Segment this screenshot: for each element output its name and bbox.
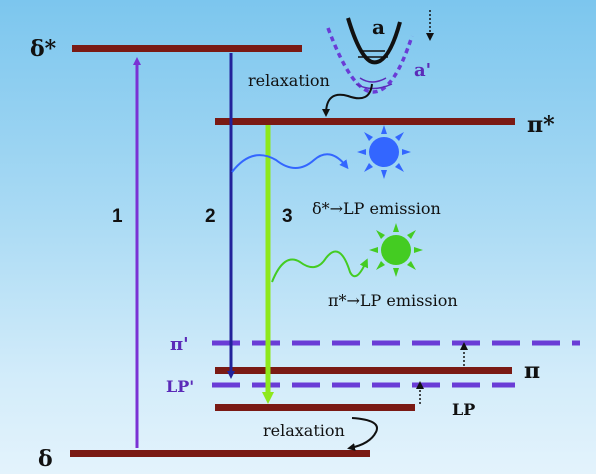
label-pi-prime: π' [170, 334, 189, 355]
label-potential-a-prime: a' [414, 60, 431, 81]
relaxation-top-arrow [322, 83, 373, 117]
label-delta-star: δ* [30, 36, 57, 62]
label-transition-1: 1 [112, 206, 123, 227]
label-pi-star: π* [527, 112, 555, 138]
level-delta-star-bar [72, 45, 302, 52]
blue-sun-icon [357, 125, 411, 179]
emission-pi-wave [271, 250, 369, 283]
label-relaxation-bottom: relaxation [263, 421, 345, 440]
label-delta: δ [38, 446, 53, 472]
label-emission-delta: δ*→LP emission [312, 199, 441, 218]
green-sun-icon [369, 223, 423, 277]
level-pi-star-bar [215, 118, 515, 125]
label-pi: π [524, 358, 540, 384]
label-emission-pi: π*→LP emission [328, 291, 458, 310]
label-relaxation-top: relaxation [248, 71, 330, 90]
label-transition-2: 2 [205, 206, 216, 227]
label-transition-3: 3 [282, 206, 293, 227]
level-pi-bar [215, 367, 512, 374]
relaxation-bottom-arrow [347, 417, 378, 451]
emission-delta-wave [231, 153, 349, 173]
label-potential-a: a [372, 15, 385, 39]
level-lp-bar [215, 404, 415, 411]
label-lp: LP [452, 400, 475, 419]
potential-well-icon [326, 10, 434, 94]
level-delta-bar [70, 450, 370, 457]
label-lp-prime: LP' [166, 377, 194, 396]
